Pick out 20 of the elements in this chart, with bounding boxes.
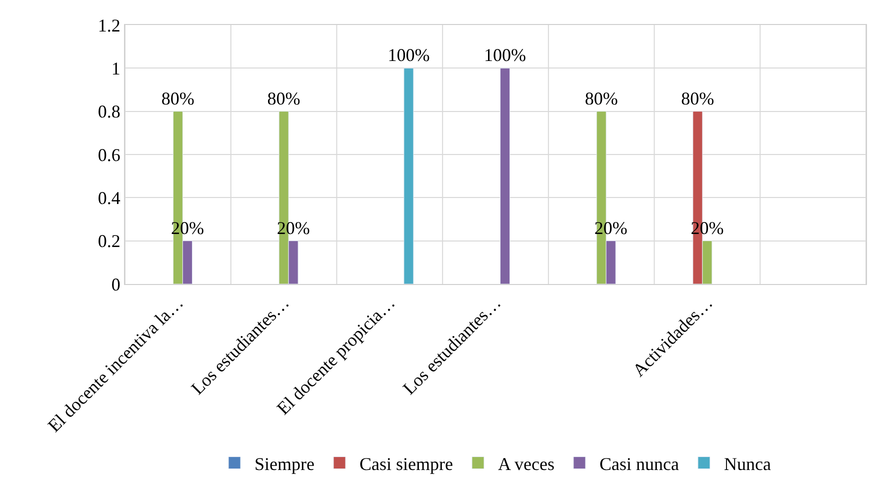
- data-label: 80%: [161, 88, 194, 108]
- data-label: 100%: [388, 45, 430, 66]
- y-tick-label: 0: [111, 274, 120, 294]
- bar: [500, 68, 510, 284]
- legend-label: Siempre: [254, 454, 314, 474]
- data-label: 80%: [267, 88, 300, 108]
- bar: [404, 68, 414, 284]
- y-tick-label: 0.4: [98, 188, 120, 208]
- legend-label: Casi nunca: [599, 454, 679, 474]
- y-tick-label: 1: [111, 58, 120, 78]
- legend-label: A veces: [498, 454, 554, 474]
- data-label: 80%: [681, 88, 714, 108]
- data-label: 100%: [484, 45, 526, 66]
- legend-label: Nunca: [724, 454, 771, 474]
- y-tick-label: 1.2: [98, 15, 120, 36]
- y-tick-label: 0.8: [98, 102, 120, 122]
- y-tick-label: 0.6: [98, 144, 120, 165]
- legend-label: Casi siempre: [360, 454, 453, 474]
- data-label: 80%: [584, 88, 618, 108]
- y-tick-label: 0.2: [98, 231, 120, 252]
